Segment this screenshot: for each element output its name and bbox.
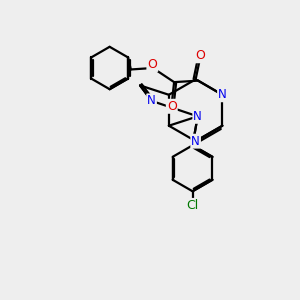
Text: O: O <box>147 58 157 71</box>
Text: N: N <box>147 94 156 107</box>
Text: N: N <box>191 135 200 148</box>
Text: Cl: Cl <box>186 199 199 212</box>
Text: O: O <box>195 49 205 62</box>
Text: N: N <box>193 110 202 123</box>
Text: O: O <box>167 100 177 113</box>
Text: N: N <box>218 88 227 101</box>
